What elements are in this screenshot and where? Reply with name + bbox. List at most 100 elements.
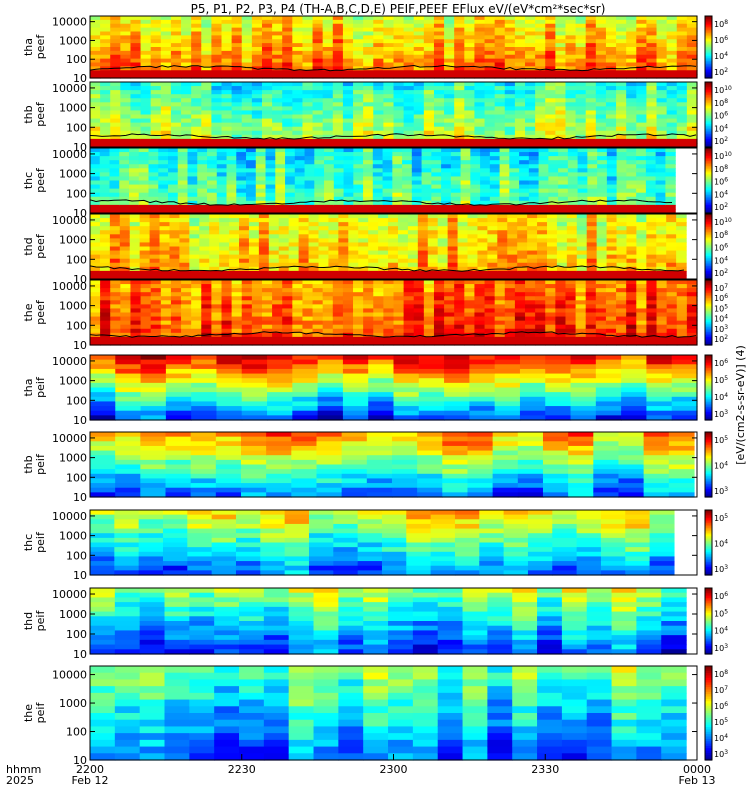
heatmap-cell	[241, 328, 253, 334]
heatmap-cell	[626, 148, 637, 153]
heatmap-cell	[538, 160, 549, 165]
heatmap-cell	[646, 35, 658, 40]
heatmap-cell	[363, 300, 374, 305]
heatmap-cell	[207, 148, 218, 153]
heatmap-cell	[120, 47, 132, 52]
heatmap-cell	[606, 270, 618, 276]
heatmap-cell	[170, 332, 182, 338]
heatmap-cell	[282, 292, 293, 297]
heatmap-cell	[285, 148, 296, 153]
heatmap-cell	[487, 270, 498, 276]
heatmap-cell	[177, 160, 189, 165]
heatmap-cell	[318, 214, 330, 219]
heatmap-cell	[666, 19, 678, 25]
heatmap-cell	[646, 284, 658, 289]
heatmap-cell	[292, 82, 304, 87]
heatmap-cell	[514, 300, 526, 305]
heatmap-cell	[158, 168, 169, 173]
colorbar-step	[705, 98, 712, 101]
heatmap-cell	[241, 336, 253, 342]
heatmap-cell	[576, 258, 588, 264]
heatmap-cell	[241, 27, 253, 33]
heatmap-cell	[90, 184, 101, 190]
heatmap-cell	[545, 43, 556, 48]
heatmap-cell	[597, 156, 608, 161]
heatmap-cell	[241, 110, 253, 116]
heatmap-cell	[686, 62, 698, 67]
colorbar-step	[705, 249, 712, 252]
heatmap-cell	[645, 180, 657, 186]
heatmap-cell	[427, 262, 439, 268]
heatmap-cell	[537, 250, 548, 256]
heatmap-cell	[576, 254, 588, 260]
heatmap-cell	[120, 102, 132, 107]
heatmap-cell	[566, 242, 578, 248]
heatmap-cell	[199, 218, 210, 223]
heatmap-cell	[596, 234, 608, 239]
heatmap-cell	[646, 222, 657, 227]
heatmap-cell	[393, 98, 405, 103]
heatmap-cell	[413, 296, 425, 301]
heatmap-cell	[292, 50, 304, 56]
heatmap-cell	[342, 328, 354, 334]
heatmap-cell	[626, 308, 637, 314]
heatmap-cell	[587, 176, 598, 182]
heatmap-cell	[120, 300, 132, 305]
heatmap-cell	[168, 164, 179, 169]
heatmap-cell	[221, 23, 233, 29]
heatmap-cell	[187, 156, 198, 161]
heatmap-cell	[558, 156, 569, 161]
heatmap-cell	[231, 94, 243, 99]
heatmap-cell	[221, 304, 233, 310]
heatmap-cell	[148, 204, 159, 210]
heatmap-cell	[474, 288, 486, 293]
y-tick-label: 10	[73, 72, 87, 85]
heatmap-cell	[285, 156, 296, 161]
heatmap-cell	[423, 70, 435, 75]
heatmap-cell	[494, 47, 506, 52]
heatmap-cell	[555, 134, 567, 140]
heatmap-cell	[474, 308, 486, 314]
heatmap-cell	[353, 138, 364, 144]
heatmap-cell	[109, 164, 120, 169]
heatmap-cell	[378, 246, 389, 252]
heatmap-cell	[616, 130, 627, 136]
heatmap-cell	[545, 142, 556, 148]
colorbar-step	[705, 22, 712, 25]
heatmap-cell	[545, 23, 556, 29]
heatmap-cell	[597, 204, 608, 210]
heatmap-cell	[575, 70, 587, 75]
heatmap-cell	[120, 74, 132, 79]
heatmap-cell	[358, 258, 369, 264]
heatmap-cell	[626, 254, 637, 260]
heatmap-cell	[454, 62, 465, 67]
heatmap-cell	[353, 19, 364, 25]
heatmap-cell	[519, 172, 530, 178]
heatmap-cell	[181, 324, 192, 330]
heatmap-cell	[388, 254, 399, 260]
heatmap-cell	[342, 74, 354, 79]
heatmap-cell	[288, 246, 300, 252]
heatmap-cell	[201, 340, 212, 346]
heatmap-cell	[99, 258, 111, 264]
heatmap-cell	[239, 218, 250, 223]
heatmap-cell	[514, 62, 526, 67]
heatmap-cell	[477, 246, 488, 252]
heatmap-cell	[450, 200, 462, 206]
heatmap-cell	[393, 50, 405, 56]
heatmap-cell	[239, 238, 250, 244]
heatmap-cell	[605, 98, 617, 103]
heatmap-cell	[411, 180, 423, 186]
heatmap-cell	[565, 280, 577, 285]
heatmap-cell	[363, 98, 374, 103]
heatmap-cell	[312, 74, 324, 79]
heatmap-cell	[555, 54, 567, 60]
heatmap-cell	[261, 70, 273, 75]
heatmap-cell	[474, 312, 486, 318]
heatmap-cell	[397, 230, 409, 235]
heatmap-cell	[129, 164, 140, 169]
heatmap-cell	[437, 242, 449, 248]
heatmap-cell	[181, 340, 192, 346]
heatmap-cell	[393, 66, 405, 71]
heatmap-cell	[353, 94, 364, 99]
